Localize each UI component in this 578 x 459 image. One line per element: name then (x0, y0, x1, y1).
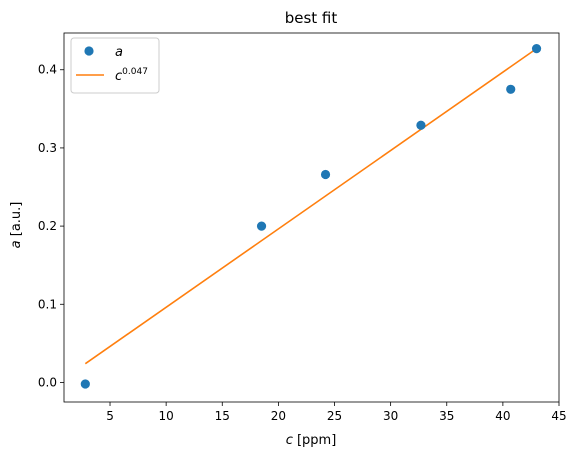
y-tick-label: 0.2 (38, 219, 57, 233)
data-point (416, 120, 426, 130)
y-tick-label: 0.3 (38, 141, 57, 155)
legend-label-c: c0.047 (115, 67, 148, 84)
x-axis-label: c [ppm] (286, 433, 337, 448)
data-point (80, 379, 90, 389)
x-tick-label: 40 (495, 409, 510, 423)
legend: a c0.047 (70, 37, 160, 94)
x-tick-label: 20 (271, 409, 286, 423)
x-tick-label: 5 (106, 409, 114, 423)
data-point (506, 84, 516, 94)
y-tick-label: 0.1 (38, 297, 57, 311)
axes-frame (63, 32, 560, 403)
data-point (531, 44, 542, 54)
x-tick-label: 25 (327, 409, 342, 423)
x-tick-label: 15 (215, 409, 230, 423)
data-point (320, 169, 331, 180)
chart-title: best fit (285, 9, 338, 27)
y-axis: 0.0 0.1 0.2 0.3 0.4 (38, 63, 64, 389)
x-tick-label: 35 (439, 409, 454, 423)
x-tick-label: 45 (551, 409, 566, 423)
x-tick-label: 10 (159, 409, 174, 423)
legend-label-a: a (115, 45, 123, 60)
data-point (256, 221, 267, 231)
x-tick-label: 30 (383, 409, 398, 423)
y-axis-label: a [a.u.] (9, 202, 24, 249)
legend-marker-a (84, 46, 94, 56)
fit-line (84, 47, 538, 365)
plot-area (63, 32, 560, 403)
x-axis: 5 10 15 20 25 30 35 40 45 (106, 402, 567, 423)
y-tick-label: 0.0 (38, 375, 57, 389)
y-tick-label: 0.4 (38, 63, 57, 77)
